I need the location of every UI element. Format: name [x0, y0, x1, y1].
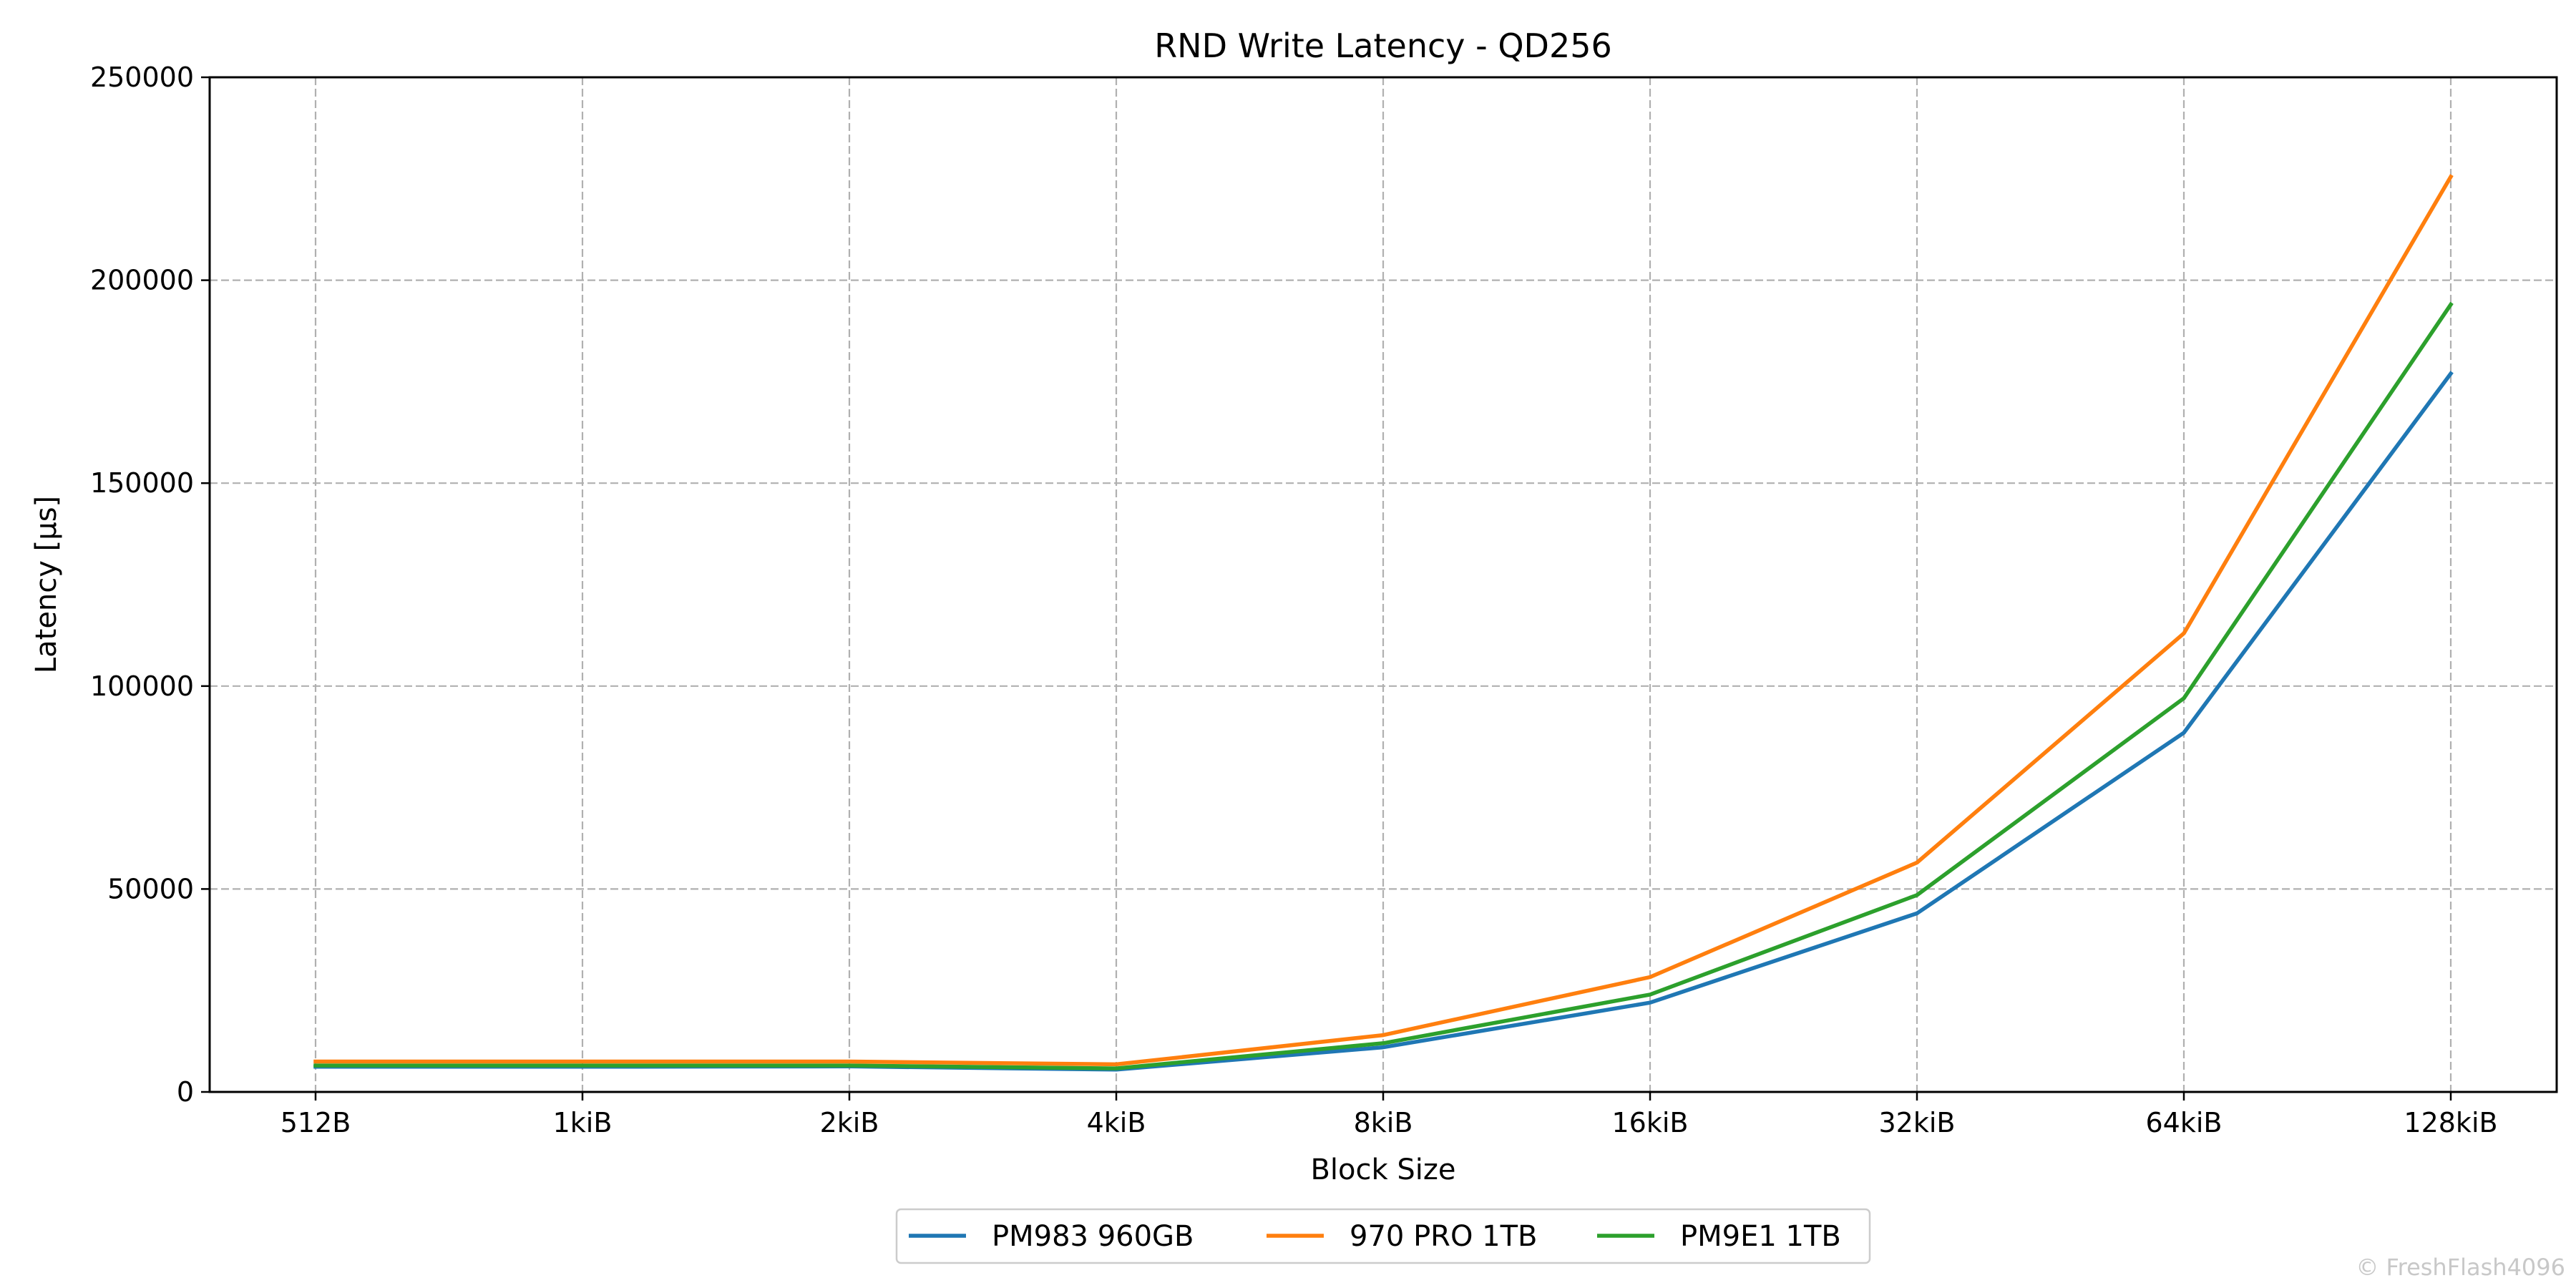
x-tick-label: 512B — [280, 1107, 351, 1138]
x-tick-label: 2kiB — [820, 1107, 879, 1138]
x-axis-ticks: 512B 1kiB 2kiB 4kiB 8kiB 16kiB 32kiB 64kiB 128ki… — [280, 1092, 2498, 1138]
grid — [210, 77, 2557, 1092]
legend: PM983 960GB 970 PRO 1TB PM9E1 1TB — [895, 1208, 1871, 1264]
x-tick-label: 8kiB — [1354, 1107, 1413, 1138]
x-tick-label: 128kiB — [2404, 1107, 2497, 1138]
x-tick-label: 16kiB — [1612, 1107, 1689, 1138]
legend-frame — [895, 1208, 1871, 1264]
legend-label: PM9E1 1TB — [1680, 1220, 1841, 1253]
y-axis-ticks: 0 50000 100000 150000 200000 250000 — [90, 62, 210, 1108]
y-tick-label: 250000 — [90, 62, 194, 93]
y-tick-label: 150000 — [90, 467, 194, 499]
x-tick-label: 4kiB — [1087, 1107, 1146, 1138]
series-line-1 — [313, 174, 2454, 1067]
series-lines — [313, 174, 2454, 1072]
y-axis-label: Latency [µs] — [30, 496, 63, 673]
watermark: © FreshFlash4096 — [2356, 1254, 2565, 1281]
x-tick-label: 1kiB — [553, 1107, 613, 1138]
y-tick-label: 50000 — [107, 873, 194, 904]
legend-label: 970 PRO 1TB — [1350, 1220, 1538, 1253]
x-axis-label: Block Size — [1310, 1153, 1455, 1186]
y-tick-label: 200000 — [90, 265, 194, 296]
series-line-2 — [313, 301, 2454, 1070]
x-tick-label: 64kiB — [2146, 1107, 2223, 1138]
legend-label: PM983 960GB — [992, 1220, 1194, 1253]
y-tick-label: 100000 — [90, 670, 194, 702]
chart-title: RND Write Latency - QD256 — [1154, 26, 1612, 65]
x-tick-label: 32kiB — [1879, 1107, 1956, 1138]
y-tick-label: 0 — [177, 1076, 194, 1108]
